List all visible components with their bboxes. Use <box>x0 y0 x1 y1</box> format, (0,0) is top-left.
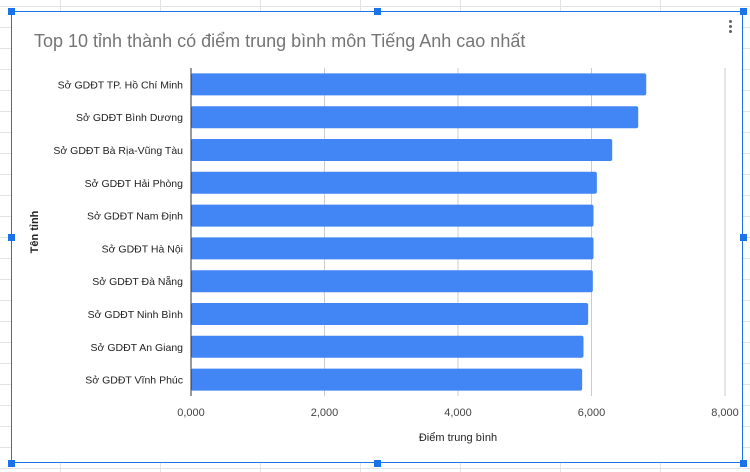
bar[interactable] <box>191 303 589 325</box>
bar[interactable] <box>191 270 593 293</box>
bar[interactable] <box>191 139 613 161</box>
resize-handle-bottom-right[interactable] <box>740 460 747 467</box>
chart-container[interactable]: Top 10 tỉnh thành có điểm trung bình môn… <box>11 11 743 463</box>
chart-title: Top 10 tỉnh thành có điểm trung bình môn… <box>34 31 526 51</box>
category-label: Sở GDĐT Ninh Bình <box>88 309 184 321</box>
resize-handle-right[interactable] <box>740 234 747 241</box>
resize-handle-top-left[interactable] <box>8 8 15 15</box>
x-tick-label: 6,000 <box>578 407 606 419</box>
bar[interactable] <box>191 106 639 129</box>
category-label: Sở GDĐT TP. Hồ Chí Minh <box>58 79 184 91</box>
bar-chart: Sở GDĐT TP. Hồ Chí Minh Sở GDĐT Bình Dươn… <box>29 68 739 444</box>
category-label: Sở GDĐT Hà Nội <box>102 243 183 255</box>
category-label: Sở GDĐT Hải Phòng <box>85 178 183 190</box>
category-label: Sở GDĐT An Giang <box>91 342 184 354</box>
bar[interactable] <box>191 368 583 391</box>
y-axis-title: Tên tỉnh <box>29 210 41 253</box>
category-label: Sở GDĐT Bà Rịa-Vũng Tàu <box>53 145 183 157</box>
resize-handle-bottom-left[interactable] <box>8 460 15 467</box>
bars <box>191 73 647 391</box>
x-tick-label: 4,000 <box>444 407 472 419</box>
category-label: Sở GDĐT Bình Dương <box>76 112 183 124</box>
resize-handle-top[interactable] <box>374 8 381 15</box>
category-labels: Sở GDĐT TP. Hồ Chí Minh Sở GDĐT Bình Dươn… <box>53 79 183 386</box>
x-tick-label: 0,000 <box>177 407 205 419</box>
x-tick-label: 8,000 <box>711 407 739 419</box>
bar[interactable] <box>191 237 594 260</box>
x-tick-label: 2,000 <box>311 407 339 419</box>
bar[interactable] <box>191 335 584 358</box>
x-tick-labels: 0,000 2,000 4,000 6,000 8,000 <box>177 407 739 419</box>
category-label: Sở GDĐT Vĩnh Phúc <box>85 375 183 387</box>
x-axis-title: Điểm trung bình <box>419 432 497 444</box>
more-vert-icon[interactable] <box>724 18 736 36</box>
category-label: Sở GDĐT Đà Nẵng <box>92 275 183 288</box>
bar[interactable] <box>191 204 594 227</box>
bar[interactable] <box>191 171 597 194</box>
bar[interactable] <box>191 73 647 96</box>
resize-handle-bottom[interactable] <box>374 460 381 467</box>
resize-handle-left[interactable] <box>8 234 15 241</box>
category-label: Sở GDĐT Nam Định <box>87 211 183 223</box>
resize-handle-top-right[interactable] <box>740 8 747 15</box>
